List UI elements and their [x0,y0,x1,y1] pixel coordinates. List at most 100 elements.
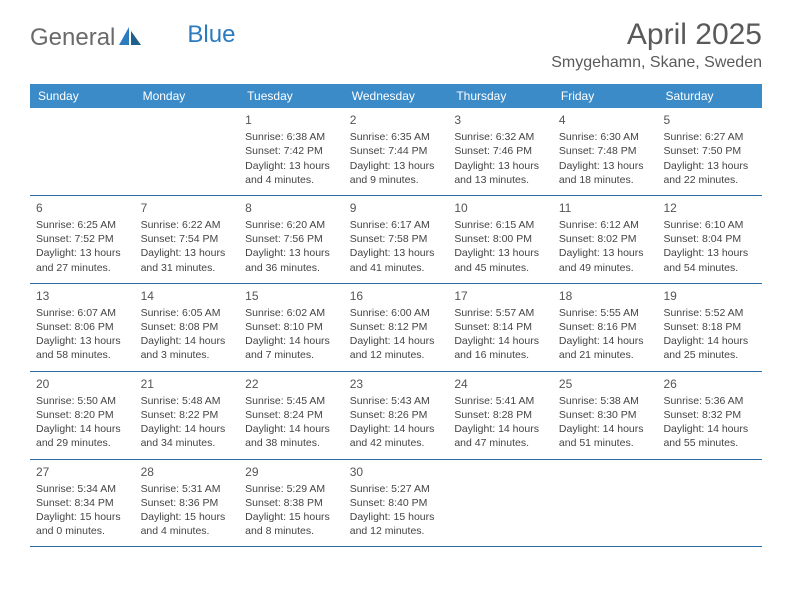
sunrise-line: Sunrise: 5:43 AM [350,394,443,408]
day-cell: 9Sunrise: 6:17 AMSunset: 7:58 PMDaylight… [344,196,449,283]
sunset-line: Sunset: 7:44 PM [350,144,443,158]
daylight-line-1: Daylight: 14 hours [559,334,652,348]
day-number: 23 [350,376,443,392]
sunrise-line: Sunrise: 6:38 AM [245,130,338,144]
daylight-line-2: and 47 minutes. [454,436,547,450]
weekday-header: Thursday [448,84,553,108]
day-cell: 5Sunrise: 6:27 AMSunset: 7:50 PMDaylight… [657,108,762,195]
sunrise-line: Sunrise: 5:38 AM [559,394,652,408]
daylight-line-2: and 21 minutes. [559,348,652,362]
sunrise-line: Sunrise: 6:32 AM [454,130,547,144]
logo-text-general: General [30,24,115,52]
day-cell: 7Sunrise: 6:22 AMSunset: 7:54 PMDaylight… [135,196,240,283]
day-cell: 17Sunrise: 5:57 AMSunset: 8:14 PMDayligh… [448,284,553,371]
sunrise-line: Sunrise: 6:02 AM [245,306,338,320]
daylight-line-2: and 4 minutes. [141,524,234,538]
sunrise-line: Sunrise: 6:07 AM [36,306,129,320]
day-number: 17 [454,288,547,304]
daylight-line-1: Daylight: 14 hours [36,422,129,436]
title-block: April 2025 Smygehamn, Skane, Sweden [551,18,762,72]
daylight-line-2: and 31 minutes. [141,261,234,275]
daylight-line-1: Daylight: 15 hours [141,510,234,524]
sunset-line: Sunset: 8:16 PM [559,320,652,334]
sunrise-line: Sunrise: 5:29 AM [245,482,338,496]
day-cell: 30Sunrise: 5:27 AMSunset: 8:40 PMDayligh… [344,460,449,547]
day-number: 15 [245,288,338,304]
day-cell-blank [553,460,658,547]
daylight-line-2: and 18 minutes. [559,173,652,187]
daylight-line-1: Daylight: 14 hours [454,334,547,348]
weekday-header: Monday [135,84,240,108]
day-number: 28 [141,464,234,480]
sunrise-line: Sunrise: 5:41 AM [454,394,547,408]
weekday-header-row: SundayMondayTuesdayWednesdayThursdayFrid… [30,84,762,108]
daylight-line-2: and 45 minutes. [454,261,547,275]
daylight-line-1: Daylight: 13 hours [350,246,443,260]
sunrise-line: Sunrise: 5:57 AM [454,306,547,320]
day-number: 4 [559,112,652,128]
calendar-grid: SundayMondayTuesdayWednesdayThursdayFrid… [30,84,762,547]
sunrise-line: Sunrise: 6:27 AM [663,130,756,144]
daylight-line-2: and 16 minutes. [454,348,547,362]
daylight-line-1: Daylight: 14 hours [141,334,234,348]
day-cell: 11Sunrise: 6:12 AMSunset: 8:02 PMDayligh… [553,196,658,283]
week-row: 27Sunrise: 5:34 AMSunset: 8:34 PMDayligh… [30,460,762,548]
sunrise-line: Sunrise: 6:15 AM [454,218,547,232]
sunset-line: Sunset: 8:38 PM [245,496,338,510]
weeks-container: 1Sunrise: 6:38 AMSunset: 7:42 PMDaylight… [30,108,762,547]
daylight-line-1: Daylight: 13 hours [663,246,756,260]
weekday-header: Saturday [657,84,762,108]
daylight-line-1: Daylight: 14 hours [350,334,443,348]
day-cell: 14Sunrise: 6:05 AMSunset: 8:08 PMDayligh… [135,284,240,371]
day-number: 13 [36,288,129,304]
day-cell: 4Sunrise: 6:30 AMSunset: 7:48 PMDaylight… [553,108,658,195]
sunset-line: Sunset: 7:48 PM [559,144,652,158]
sunrise-line: Sunrise: 5:31 AM [141,482,234,496]
day-number: 24 [454,376,547,392]
day-cell: 27Sunrise: 5:34 AMSunset: 8:34 PMDayligh… [30,460,135,547]
daylight-line-1: Daylight: 13 hours [36,246,129,260]
sunset-line: Sunset: 7:52 PM [36,232,129,246]
sunset-line: Sunset: 8:06 PM [36,320,129,334]
daylight-line-1: Daylight: 13 hours [454,246,547,260]
sunrise-line: Sunrise: 6:17 AM [350,218,443,232]
day-cell: 29Sunrise: 5:29 AMSunset: 8:38 PMDayligh… [239,460,344,547]
daylight-line-1: Daylight: 14 hours [245,422,338,436]
daylight-line-1: Daylight: 13 hours [663,159,756,173]
daylight-line-2: and 49 minutes. [559,261,652,275]
sunset-line: Sunset: 8:22 PM [141,408,234,422]
weekday-header: Wednesday [344,84,449,108]
sunrise-line: Sunrise: 6:12 AM [559,218,652,232]
sunrise-line: Sunrise: 5:55 AM [559,306,652,320]
daylight-line-1: Daylight: 13 hours [141,246,234,260]
day-number: 26 [663,376,756,392]
day-cell-blank [135,108,240,195]
sunset-line: Sunset: 8:04 PM [663,232,756,246]
sunrise-line: Sunrise: 5:48 AM [141,394,234,408]
daylight-line-2: and 36 minutes. [245,261,338,275]
sunset-line: Sunset: 7:58 PM [350,232,443,246]
sunset-line: Sunset: 8:26 PM [350,408,443,422]
day-cell: 10Sunrise: 6:15 AMSunset: 8:00 PMDayligh… [448,196,553,283]
day-cell-blank [657,460,762,547]
day-number: 2 [350,112,443,128]
month-title: April 2025 [551,18,762,52]
sunrise-line: Sunrise: 6:22 AM [141,218,234,232]
daylight-line-1: Daylight: 13 hours [245,246,338,260]
weekday-header: Tuesday [239,84,344,108]
daylight-line-1: Daylight: 13 hours [350,159,443,173]
sunrise-line: Sunrise: 6:25 AM [36,218,129,232]
logo-text-blue: Blue [187,21,235,49]
sunset-line: Sunset: 7:42 PM [245,144,338,158]
day-number: 19 [663,288,756,304]
sunrise-line: Sunrise: 5:36 AM [663,394,756,408]
day-number: 25 [559,376,652,392]
daylight-line-2: and 27 minutes. [36,261,129,275]
day-cell: 3Sunrise: 6:32 AMSunset: 7:46 PMDaylight… [448,108,553,195]
day-number: 3 [454,112,547,128]
daylight-line-2: and 13 minutes. [454,173,547,187]
sunset-line: Sunset: 8:36 PM [141,496,234,510]
daylight-line-2: and 34 minutes. [141,436,234,450]
daylight-line-1: Daylight: 13 hours [559,159,652,173]
daylight-line-2: and 3 minutes. [141,348,234,362]
